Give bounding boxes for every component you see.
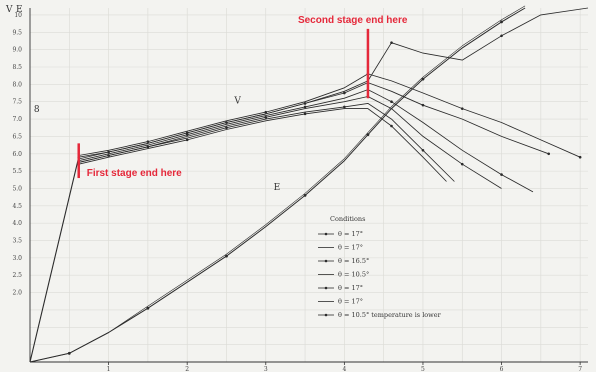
legend-title: Conditions — [330, 215, 365, 223]
series-v-point — [264, 116, 268, 119]
series-v-point — [264, 110, 268, 114]
legend-entry: θ = 16.5° — [338, 257, 369, 265]
legend-marker — [324, 313, 328, 317]
legend-entry: θ = 10.5° — [338, 271, 369, 279]
y-tick-label: 2.5 — [12, 272, 22, 279]
series-e-point — [421, 77, 425, 81]
series-v-point — [185, 138, 189, 142]
curve-labels: V E 8 — [34, 96, 280, 193]
series-v-point — [343, 91, 346, 95]
legend-entry: θ = 17° — [338, 244, 363, 252]
x-tick-label: 7 — [578, 366, 582, 372]
series-v-point — [343, 105, 346, 109]
x-tick-label: 2 — [185, 366, 189, 372]
first-stage-label: First stage end here — [87, 168, 182, 179]
series-v-point — [390, 41, 393, 45]
y-tick-label: 10 — [14, 12, 22, 19]
series-e-point — [225, 254, 228, 258]
x-tick-label: 1 — [107, 366, 111, 372]
series-v-point — [303, 105, 307, 109]
x-tick-label: 6 — [500, 366, 504, 372]
y-tick-label: 7.0 — [12, 116, 22, 123]
y-tick-label: 3.0 — [12, 255, 22, 262]
series-v-point — [500, 173, 503, 176]
legend-marker — [324, 259, 328, 263]
legend-marker — [324, 232, 328, 236]
series-v-point — [547, 152, 551, 156]
series-v-point — [107, 154, 110, 157]
series-layer — [29, 5, 589, 363]
series-v-point — [421, 103, 425, 107]
series-e-point — [303, 194, 307, 197]
series-e-point — [67, 351, 71, 355]
y-tick-label: 8.0 — [12, 81, 22, 88]
legend-entry: θ = 10.5° temperature is lower — [338, 311, 442, 319]
y-tick-label: 5.0 — [12, 185, 22, 192]
stage-annotations: First stage end here Second stage end he… — [77, 15, 408, 179]
legend: Conditions θ = 17° θ = 17° θ = 16.5° θ = 10… — [318, 215, 442, 319]
y-axis-corner-label-v: V — [5, 5, 13, 15]
series-v-point — [303, 112, 307, 116]
series-v-point — [225, 126, 228, 130]
y-tick-label: 2.0 — [12, 290, 22, 297]
y-tick-label: 9.0 — [12, 47, 22, 54]
legend-marker — [324, 286, 328, 290]
y-tick-label: 4.0 — [12, 220, 22, 227]
curve-label-8: 8 — [34, 105, 40, 115]
y-tick-label: 4.5 — [12, 203, 22, 210]
x-tick-label: 3 — [264, 366, 268, 372]
legend-entry: θ = 17° — [338, 284, 363, 292]
series-e-point — [500, 20, 503, 24]
series-v-point — [578, 155, 582, 159]
series-v-line — [78, 82, 549, 160]
y-tick-labels: 10 9.5 9.0 8.5 8.0 7.5 7.0 6.5 6.0 5.5 5.0 4.5 4.0 3.… — [12, 12, 22, 297]
series-v-point — [107, 150, 110, 154]
series-v-point — [460, 162, 464, 166]
series-v-line — [78, 73, 581, 158]
x-tick-label: 4 — [342, 366, 346, 372]
series-v-rise-line — [29, 157, 80, 363]
series-v-point — [460, 107, 464, 110]
series-e-point — [146, 306, 150, 310]
legend-entry: θ = 17° — [338, 298, 363, 306]
x-tick-label: 5 — [421, 366, 425, 372]
curve-label-v: V — [233, 96, 241, 106]
grid-layer — [30, 8, 588, 362]
y-tick-label: 3.5 — [12, 238, 22, 245]
series-v-line — [78, 102, 455, 182]
y-tick-label: 5.5 — [12, 168, 22, 175]
series-v-line — [78, 108, 447, 182]
series-v-point — [421, 148, 425, 152]
series-v-point — [390, 100, 393, 104]
y-axis-corner-label-e: E — [16, 5, 23, 15]
curve-label-e: E — [274, 183, 281, 193]
x-tick-labels: 1 2 3 4 5 6 7 — [107, 362, 582, 372]
y-tick-label: 9.5 — [12, 29, 22, 36]
axes-layer: V E — [5, 5, 588, 363]
series-v-line — [78, 89, 534, 193]
series-v-point — [146, 140, 150, 143]
y-tick-label: 7.5 — [12, 99, 22, 106]
legend-entry: θ = 17° — [338, 230, 363, 238]
series-e-line — [29, 5, 526, 363]
series-v-point — [225, 121, 228, 124]
y-tick-label: 8.5 — [12, 64, 22, 71]
y-tick-label: 6.0 — [12, 151, 22, 158]
series-v-point — [390, 124, 393, 128]
y-tick-label: 6.5 — [12, 133, 22, 140]
series-v-point — [500, 34, 503, 38]
series-v-point — [185, 133, 189, 136]
series-e-point — [366, 133, 370, 137]
second-stage-label: Second stage end here — [298, 15, 408, 26]
